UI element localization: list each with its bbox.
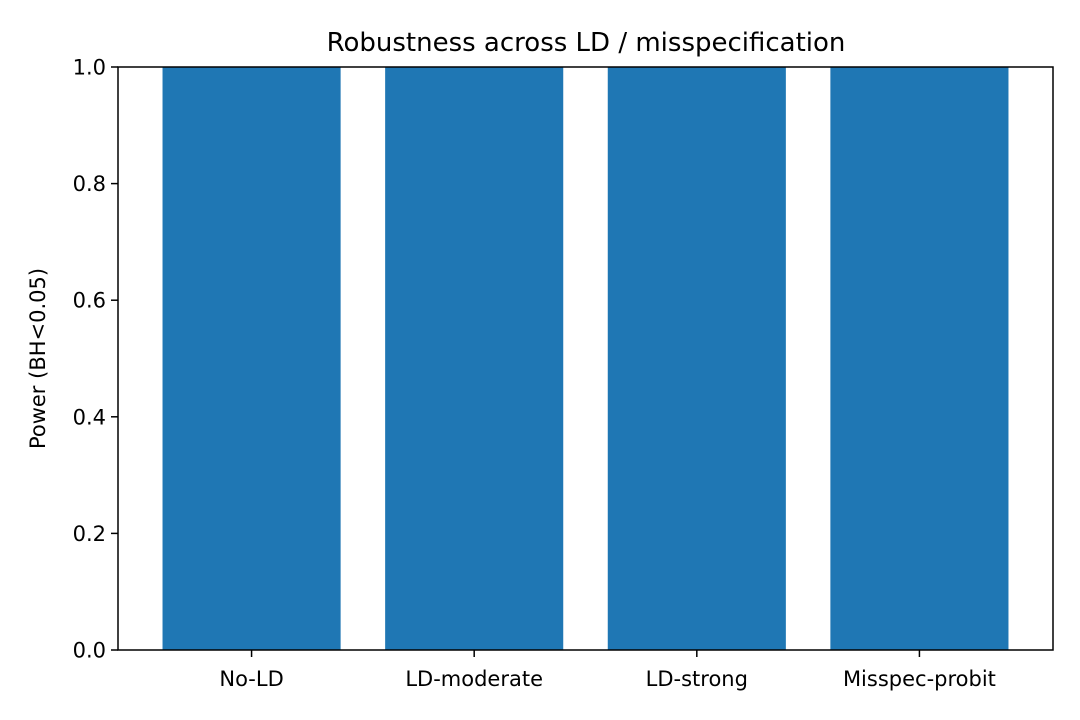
- x-tick-label: LD-moderate: [405, 667, 543, 691]
- bar-misspec-probit: [830, 67, 1009, 650]
- y-tick-label: 0.6: [73, 289, 106, 313]
- y-tick-label: 0.4: [73, 405, 106, 429]
- y-tick-label: 0.8: [73, 172, 106, 196]
- x-tick-label: LD-strong: [646, 667, 748, 691]
- x-tick-label: Misspec-probit: [843, 667, 996, 691]
- x-tick-label: No-LD: [219, 667, 283, 691]
- x-axis: No-LD LD-moderate LD-strong Misspec-probit: [219, 650, 996, 691]
- bar-ld-moderate: [385, 67, 564, 650]
- bars-group: [162, 67, 1009, 650]
- y-axis-label: Power (BH<0.05): [26, 268, 50, 449]
- plot-frame: [117, 66, 1054, 651]
- y-axis: 0.0 0.2 0.4 0.6 0.8 1.0: [73, 56, 118, 663]
- chart-title: Robustness across LD / misspecification: [327, 28, 846, 58]
- bar-ld-strong: [607, 67, 786, 650]
- bar-no-ld: [162, 67, 341, 650]
- y-tick-label: 0.2: [73, 522, 106, 546]
- y-tick-label: 0.0: [73, 639, 106, 663]
- y-tick-label: 1.0: [73, 56, 106, 80]
